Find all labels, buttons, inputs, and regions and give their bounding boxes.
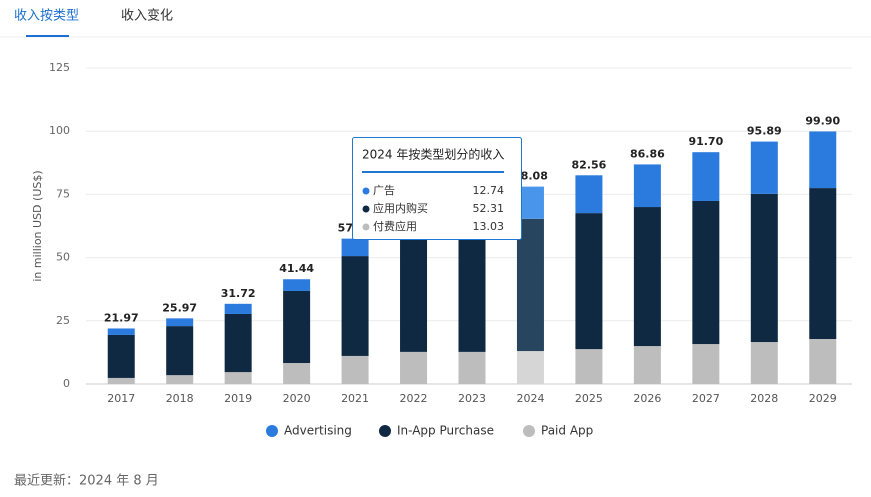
bar-segment: [283, 279, 311, 291]
total-label: 82.56: [572, 158, 607, 171]
bar-segment: [107, 334, 135, 378]
total-label: 91.70: [688, 135, 723, 148]
footer: 最近更新：2024 年 8 月: [14, 473, 159, 489]
y-tick-label: 0: [63, 377, 70, 390]
bar-segment: [107, 377, 135, 384]
x-tick-label: 2022: [400, 392, 428, 405]
bar-segment: [341, 238, 369, 257]
x-tick-label: 2028: [750, 392, 778, 405]
plot: 0 25 50 75 100 125 2017 21.97 2018 25.97 2019 31.72…: [49, 61, 852, 438]
tab-underline: [26, 35, 69, 37]
tooltip-swatch: [362, 205, 370, 213]
bar-segment: [692, 344, 720, 384]
bar-segment: [575, 175, 603, 214]
bar-segment: [809, 339, 837, 384]
bar-segment: [809, 188, 837, 340]
y-tick-label: 125: [49, 61, 70, 74]
bar-segment: [341, 355, 369, 384]
legend-swatch: [523, 425, 535, 437]
tooltip-title: 2024 年按类型划分的收入: [362, 147, 504, 162]
y-tick-label: 50: [56, 251, 70, 264]
tab[interactable]: 收入按类型: [14, 9, 79, 24]
bar-segment: [750, 141, 778, 194]
bar-segment: [224, 313, 252, 373]
x-tick-label: 2027: [692, 392, 720, 405]
x-tick-label: 2021: [341, 392, 369, 405]
bar-segment: [166, 375, 194, 384]
bar-segment: [458, 351, 486, 384]
tooltip-value: 13.03: [473, 220, 505, 233]
bar-segment: [575, 349, 603, 384]
legend-label: Paid App: [541, 424, 593, 438]
bar-segment: [400, 351, 428, 384]
bar-segment: [107, 328, 135, 335]
bar-segment: [224, 303, 252, 314]
bar-segment: [458, 229, 486, 352]
bar-segment: [633, 346, 661, 384]
bar-segment: [516, 218, 544, 352]
y-tick-label: 100: [49, 124, 70, 137]
legend-swatch: [379, 425, 391, 437]
x-tick-label: 2024: [516, 392, 544, 405]
bar-segment: [400, 236, 428, 352]
y-tick-label: 75: [56, 187, 70, 200]
total-label: 21.97: [104, 311, 139, 324]
x-tick-label: 2017: [107, 392, 135, 405]
bar-segment: [283, 363, 311, 384]
x-tick-label: 2029: [809, 392, 837, 405]
bar-segment: [166, 318, 194, 327]
tooltip-value: 12.74: [473, 184, 505, 197]
tab[interactable]: 收入变化: [121, 8, 173, 24]
bar-segment: [224, 372, 252, 384]
legend-swatch: [266, 425, 278, 437]
bar-segment: [166, 326, 194, 376]
x-tick-label: 2019: [224, 392, 252, 405]
bar-segment: [692, 200, 720, 345]
bar-segment: [633, 207, 661, 347]
x-tick-label: 2020: [283, 392, 311, 405]
total-label: 31.72: [221, 287, 256, 300]
bar-segment: [750, 193, 778, 343]
bar-segment: [516, 351, 544, 384]
bar-segment: [750, 342, 778, 384]
legend-label: Advertising: [284, 424, 352, 438]
bar-segment: [692, 152, 720, 201]
bar-segment: [575, 213, 603, 350]
tooltip-label: 付费应用: [373, 219, 417, 233]
total-label: 99.90: [805, 114, 840, 127]
x-tick-label: 2026: [633, 392, 661, 405]
total-label: 41.44: [279, 262, 314, 275]
tooltip-label: 广告: [373, 184, 395, 197]
tooltip-box: [352, 137, 522, 240]
x-tick-label: 2025: [575, 392, 603, 405]
tooltip-value: 52.31: [473, 202, 505, 215]
bar-segment: [633, 164, 661, 208]
y-tick-label: 25: [56, 314, 70, 327]
legend-label: In-App Purchase: [397, 424, 494, 438]
x-tick-label: 2018: [166, 392, 194, 405]
total-label: 86.86: [630, 147, 665, 160]
total-label: 25.97: [162, 301, 197, 314]
tooltip-swatch: [362, 223, 370, 231]
tooltip-label: 应用内购买: [373, 201, 428, 215]
bar-segment: [809, 131, 837, 189]
x-tick-label: 2023: [458, 392, 486, 405]
total-label: 95.89: [747, 125, 782, 138]
tooltip-swatch: [362, 187, 370, 195]
bar-segment: [283, 290, 311, 364]
y-axis-label: in million USD (US$): [31, 170, 44, 281]
bar-segment: [341, 256, 369, 356]
